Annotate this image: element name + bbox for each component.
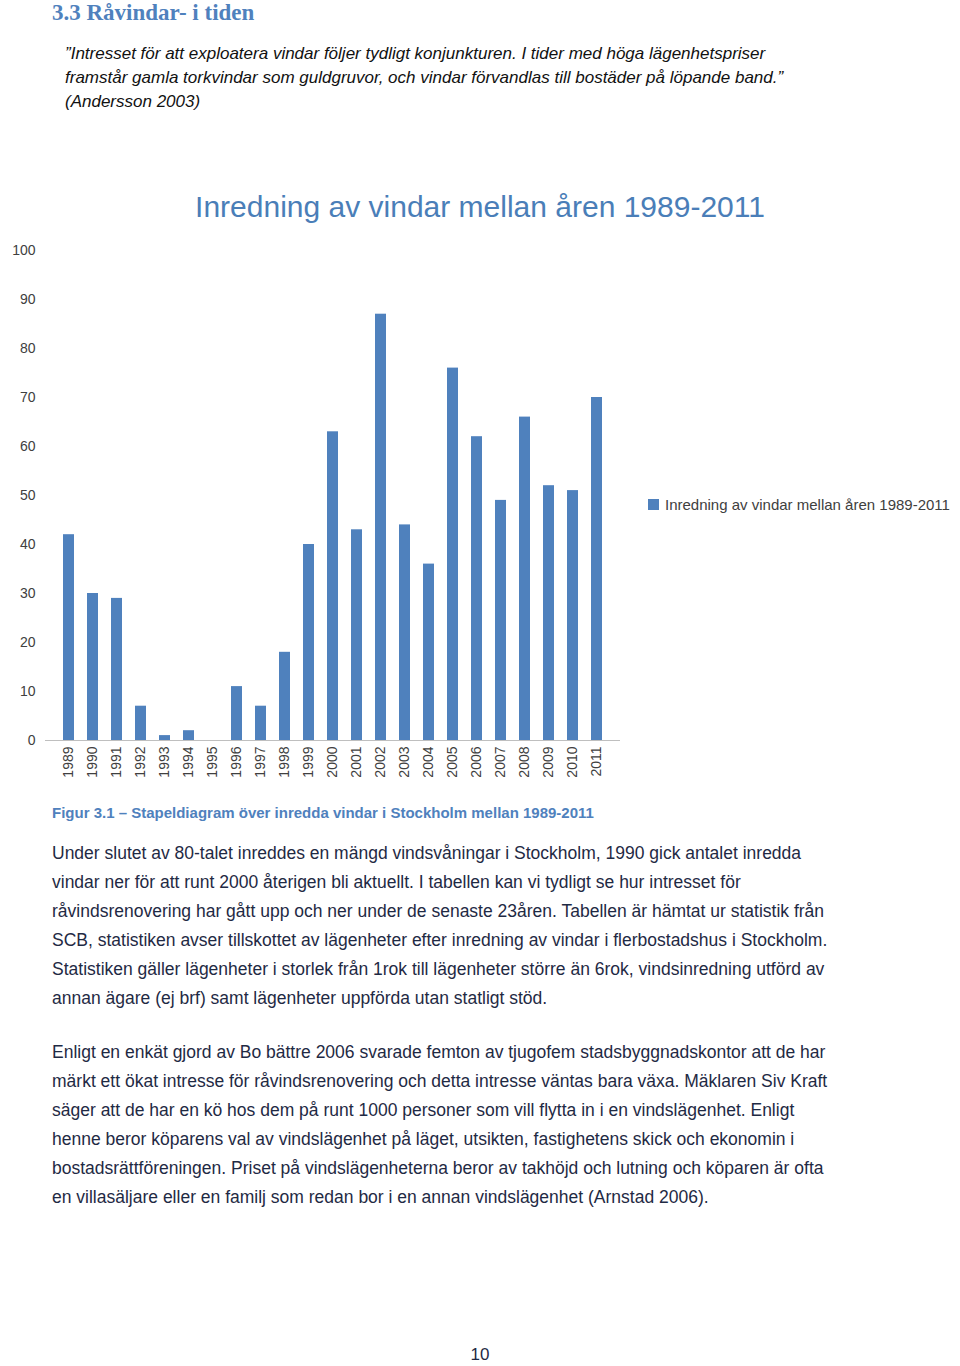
- svg-text:1991: 1991: [108, 746, 124, 777]
- svg-text:70: 70: [20, 389, 36, 405]
- html-text:råvindsrenovering har gått upp: råvindsrenovering har gått upp och ner u…: [52, 901, 825, 921]
- svg-text:1990: 1990: [84, 746, 100, 777]
- svg-text:1992: 1992: [132, 746, 148, 777]
- svg-text:100: 100: [12, 242, 36, 258]
- svg-text:1994: 1994: [180, 746, 196, 777]
- html-text:vindar ner för att runt 2000 å: vindar ner för att runt 2000 återigen bl…: [52, 872, 741, 892]
- svg-text:30: 30: [20, 585, 36, 601]
- svg-text:2011: 2011: [588, 746, 604, 776]
- svg-text:2010: 2010: [564, 746, 580, 777]
- html-text:Enligt en enkät gjord av Bo bä: Enligt en enkät gjord av Bo bättre 2006 …: [52, 1042, 826, 1062]
- html-text:Figur 3.1 – Stapeldiagram över: Figur 3.1 – Stapeldiagram över inredda v…: [52, 804, 594, 821]
- svg-text:1998: 1998: [276, 746, 292, 777]
- html-text:3.3 Råvindar- i tiden: 3.3 Råvindar- i tiden: [52, 0, 255, 25]
- svg-text:20: 20: [20, 634, 36, 650]
- svg-text:2004: 2004: [420, 746, 436, 777]
- svg-text:1996: 1996: [228, 746, 244, 777]
- svg-text:2007: 2007: [492, 746, 508, 777]
- html-text:Statistiken gäller lägenheter: Statistiken gäller lägenheter i storlek …: [52, 959, 825, 979]
- html-text:(Andersson 2003): (Andersson 2003): [65, 92, 201, 111]
- svg-text:2008: 2008: [516, 746, 532, 777]
- svg-text:2002: 2002: [372, 746, 388, 777]
- html-text:Under slutet av 80-talet inred: Under slutet av 80-talet inreddes en män…: [52, 843, 802, 863]
- html-text:10: 10: [470, 1345, 490, 1364]
- svg-text:40: 40: [20, 536, 36, 552]
- html-text:Inredning av vindar mellan åre: Inredning av vindar mellan åren 1989-201…: [665, 496, 950, 513]
- html-text:annan ägare (ej brf) samt läge: annan ägare (ej brf) samt lägenheter upp…: [52, 988, 548, 1008]
- svg-text:60: 60: [20, 438, 36, 454]
- html-text:bostadsrättföreningen. Priset: bostadsrättföreningen. Priset på vindslä…: [52, 1158, 824, 1178]
- svg-text:1997: 1997: [252, 746, 268, 777]
- html-text:en villasäljare eller en famil: en villasäljare eller en familj som reda…: [52, 1187, 709, 1207]
- svg-text:2005: 2005: [444, 746, 460, 777]
- svg-text:2003: 2003: [396, 746, 412, 777]
- svg-text:2000: 2000: [324, 746, 340, 777]
- svg-text:2009: 2009: [540, 746, 556, 777]
- html-text:säger att de har en kö hos dem: säger att de har en kö hos dem på runt 1…: [52, 1100, 795, 1120]
- html-text:henne beror köparens val av vi: henne beror köparens val av vindslägenhe…: [52, 1129, 795, 1149]
- svg-text:0: 0: [28, 732, 36, 748]
- svg-text:80: 80: [20, 340, 36, 356]
- svg-text:10: 10: [20, 683, 36, 699]
- svg-text:1993: 1993: [156, 746, 172, 777]
- svg-text:90: 90: [20, 291, 36, 307]
- html-text:SCB, statistiken avser tillsko: SCB, statistiken avser tillskottet av lä…: [52, 930, 828, 950]
- svg-text:1995: 1995: [204, 746, 220, 777]
- svg-text:50: 50: [20, 487, 36, 503]
- svg-text:2001: 2001: [348, 746, 364, 777]
- html-text:märkt ett ökat intresse för rå: märkt ett ökat intresse för råvindsrenov…: [52, 1071, 828, 1091]
- svg-text:2006: 2006: [468, 746, 484, 777]
- html-text:Inredning av vindar mellan åre: Inredning av vindar mellan åren 1989-201…: [195, 190, 765, 223]
- svg-text:1989: 1989: [60, 746, 76, 777]
- svg-text:1999: 1999: [300, 746, 316, 777]
- html-text:”Intresset för att exploatera: ”Intresset för att exploatera vindar föl…: [65, 44, 766, 63]
- html-text:framstår gamla torkvindar som: framstår gamla torkvindar som guldgruvor…: [65, 68, 784, 87]
